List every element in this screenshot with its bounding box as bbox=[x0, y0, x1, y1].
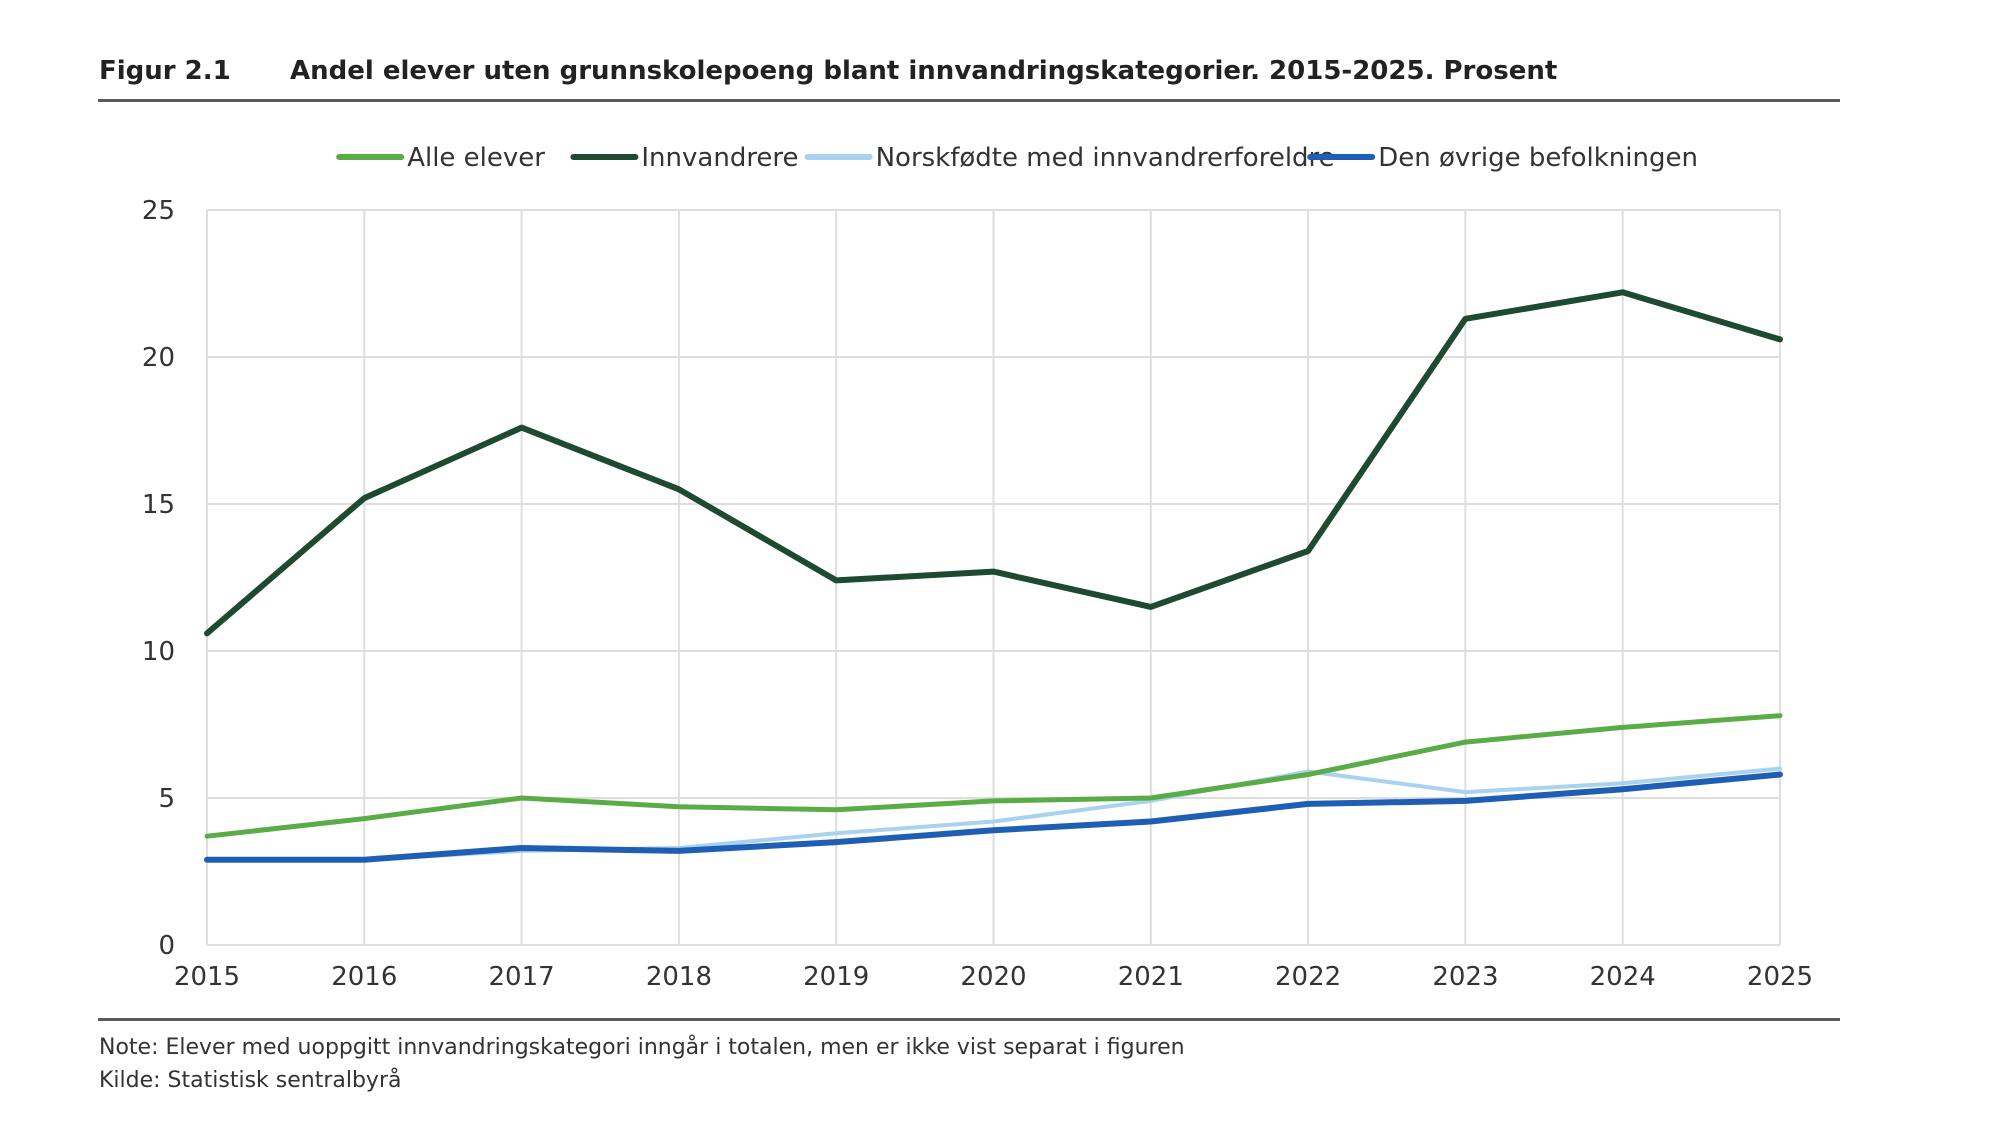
y-tick-label: 20 bbox=[142, 343, 175, 373]
grid bbox=[206, 209, 1781, 946]
legend-item: Innvandrere bbox=[570, 143, 799, 173]
figure-number: Figur 2.1 bbox=[99, 56, 231, 86]
legend: Alle elever Innvandrere Norskfødte med inn… bbox=[336, 143, 1698, 173]
legend-item: Alle elever bbox=[336, 143, 545, 173]
x-tick-label: 2018 bbox=[646, 962, 712, 992]
x-tick-label: 2025 bbox=[1747, 962, 1813, 992]
x-tick-label: 2024 bbox=[1590, 962, 1656, 992]
x-tick-label: 2021 bbox=[1118, 962, 1184, 992]
header-rule bbox=[98, 99, 1840, 102]
y-tick-label: 15 bbox=[142, 490, 175, 520]
legend-item: Norskfødte med innvandrerforeldre bbox=[804, 143, 1335, 173]
legend-label: Innvandrere bbox=[641, 143, 798, 173]
x-tick-label: 2015 bbox=[174, 962, 240, 992]
x-tick-label: 2020 bbox=[960, 962, 1026, 992]
series-line-4 bbox=[204, 771, 1783, 863]
series-lines bbox=[204, 289, 1783, 863]
x-tick-label: 2019 bbox=[803, 962, 869, 992]
figure-note: Note: Elever med uoppgitt innvandringska… bbox=[99, 1035, 1185, 1060]
x-axis: 2015 2016 2017 2018 2019 2020 2021 2022 2023 2024… bbox=[174, 962, 1813, 992]
legend-item: Den øvrige befolkningen bbox=[1307, 143, 1698, 173]
x-tick-label: 2016 bbox=[331, 962, 397, 992]
legend-label: Norskfødte med innvandrerforeldre bbox=[876, 143, 1335, 173]
y-tick-label: 0 bbox=[158, 931, 175, 961]
y-axis: 0 5 10 15 20 25 bbox=[142, 196, 175, 961]
y-tick-label: 25 bbox=[142, 196, 175, 226]
x-tick-label: 2022 bbox=[1275, 962, 1341, 992]
series-line-2 bbox=[204, 289, 1783, 637]
line-chart: Alle elever Innvandrere Norskfødte med inn… bbox=[142, 143, 1813, 992]
legend-label: Alle elever bbox=[407, 143, 545, 173]
x-tick-label: 2017 bbox=[489, 962, 555, 992]
footer-rule bbox=[98, 1018, 1840, 1021]
y-tick-label: 10 bbox=[142, 637, 175, 667]
x-tick-label: 2023 bbox=[1432, 962, 1498, 992]
figure-title: Andel elever uten grunnskolepoeng blant … bbox=[290, 56, 1558, 86]
series-line-1 bbox=[204, 713, 1783, 839]
legend-label: Den øvrige befolkningen bbox=[1378, 143, 1698, 173]
figure-source: Kilde: Statistisk sentralbyrå bbox=[99, 1068, 402, 1093]
y-tick-label: 5 bbox=[158, 784, 175, 814]
